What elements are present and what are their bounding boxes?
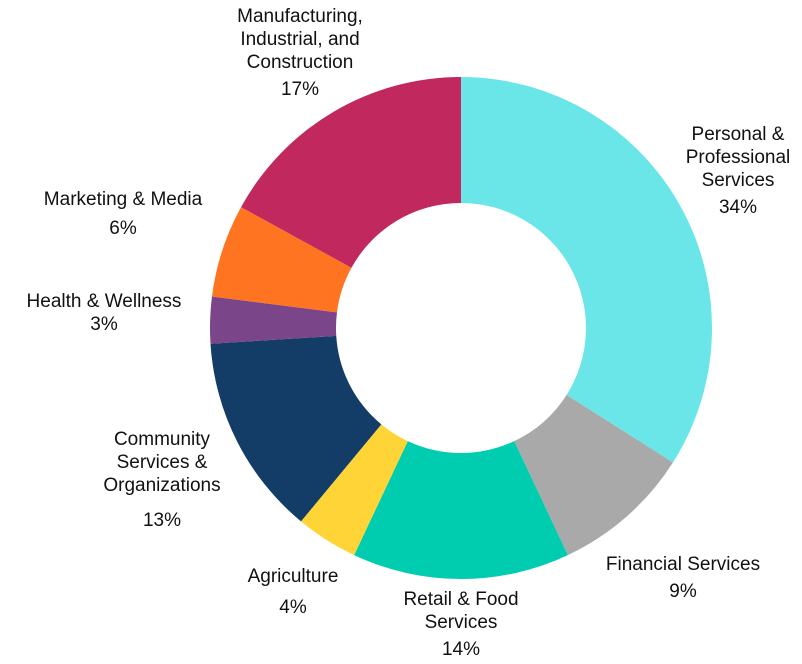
slice-label: Community Services & Organizations 13% [85,428,240,532]
category-name: Marketing & Media [43,189,203,210]
donut-slice [211,207,352,313]
category-name: Personal & Professional Services [685,124,791,191]
slice-label: Manufacturing, Industrial, and Construct… [210,5,390,101]
category-name: Community Services & Organizations [103,429,221,496]
slice-label: Retail & Food Services 14% [376,588,546,661]
slice-label: Health & Wellness 3% [0,290,209,336]
value-label: 9% [669,581,697,602]
value-label: 34% [718,197,758,218]
donut-slice [210,296,337,344]
donut-slice [301,424,408,556]
slice-label: Personal & Professional Services 34% [676,123,801,219]
donut-slice [241,77,461,268]
category-name: Agriculture [247,566,339,587]
category-name: Health & Wellness [26,291,182,312]
donut-slice [514,394,673,556]
slice-label: Financial Services 9% [578,553,788,603]
value-label: 17% [280,79,320,100]
slice-label: Marketing & Media 6% [13,188,233,240]
value-label: 13% [142,510,182,531]
donut-slice [354,441,568,579]
value-label: 3% [90,314,118,335]
category-name: Financial Services [605,554,761,575]
donut-slice [461,77,713,463]
slice-label: Agriculture 4% [223,565,363,619]
value-label: 4% [279,597,307,618]
value-label: 6% [109,218,137,239]
category-name: Retail & Food Services [403,589,519,633]
value-label: 14% [441,639,481,660]
donut-slice [210,335,382,522]
category-name: Manufacturing, Industrial, and Construct… [237,6,363,73]
